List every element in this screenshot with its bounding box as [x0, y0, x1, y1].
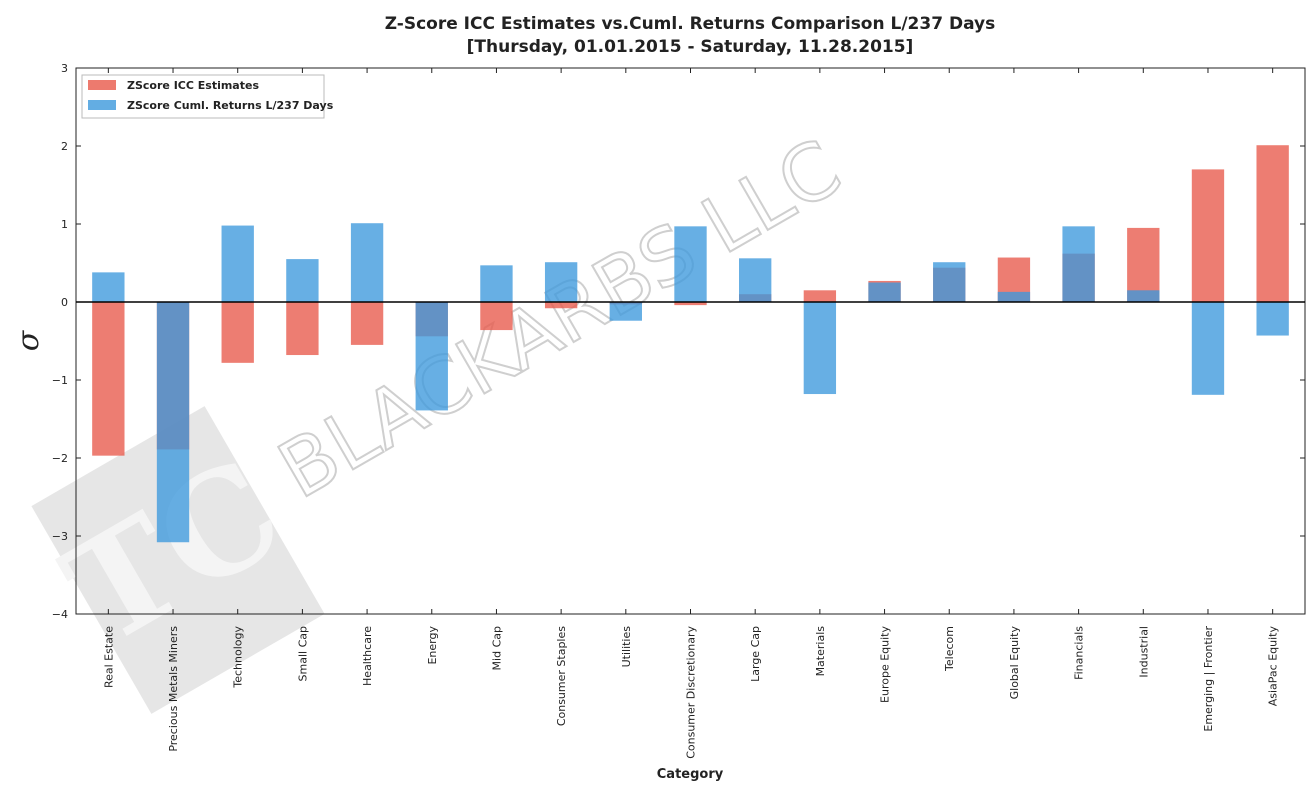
bar-icc-18: [1191, 169, 1225, 302]
y-tick-label: −1: [52, 374, 68, 387]
legend-label-icc: ZScore ICC Estimates: [127, 79, 259, 92]
bar-returns-19: [1256, 302, 1289, 336]
bar-returns-9: [609, 302, 642, 321]
bar-icc-5: [350, 302, 384, 345]
legend-swatch-icc: [88, 80, 116, 90]
bars: [92, 145, 1289, 543]
bar-icc-12: [803, 290, 837, 302]
bar-returns-15: [997, 291, 1031, 302]
bar-returns-3: [221, 225, 254, 302]
x-tick-label: Materials: [814, 626, 827, 677]
bar-returns-18: [1191, 302, 1225, 395]
bar-returns-14: [933, 262, 966, 302]
y-tick-label: 2: [61, 140, 68, 153]
bar-returns-7: [480, 265, 513, 302]
bar-returns-12: [803, 302, 837, 395]
bar-icc-4: [286, 302, 319, 356]
y-tick-label: −4: [52, 608, 68, 621]
x-tick-label: Technology: [232, 626, 245, 689]
y-tick-label: 3: [61, 62, 68, 75]
bar-returns-5: [350, 223, 384, 302]
bar-returns-10: [674, 226, 707, 302]
x-tick-label: Emerging | Frontier: [1202, 626, 1215, 732]
x-tick-label: Energy: [426, 626, 439, 665]
chart-subtitle: [Thursday, 01.01.2015 - Saturday, 11.28.…: [467, 37, 914, 57]
legend: ZScore ICC Estimates ZScore Cuml. Return…: [81, 74, 334, 119]
x-tick-label: Global Equity: [1008, 626, 1021, 700]
y-tick-label: −3: [52, 530, 68, 543]
x-tick-label: Utilities: [620, 626, 633, 668]
y-tick-label: 0: [61, 296, 68, 309]
bar-returns-17: [1127, 290, 1160, 302]
x-tick-label: AsiaPac Equity: [1267, 626, 1280, 707]
x-axis-label: Category: [657, 767, 724, 782]
watermark: TC BLACKARBS LLC: [31, 122, 856, 714]
x-tick-label: Healthcare: [361, 626, 374, 686]
x-tick-label: Telecom: [943, 626, 956, 672]
x-tick-label: Large Cap: [749, 626, 762, 682]
bar-returns-13: [868, 282, 901, 302]
x-tick-label: Industrial: [1137, 626, 1150, 678]
x-tick-label: Precious Metals Miners: [167, 626, 180, 752]
watermark-logo: [31, 406, 325, 714]
legend-swatch-returns: [88, 100, 116, 110]
bar-icc-10: [674, 302, 707, 306]
x-axis: Real Estate Precious Metals Miners Technol…: [102, 68, 1280, 759]
bar-returns-16: [1062, 226, 1095, 302]
x-tick-label: Consumer Staples: [555, 626, 568, 726]
bar-icc-19: [1256, 145, 1289, 302]
y-tick-label: 1: [61, 218, 68, 231]
bar-returns-11: [739, 258, 772, 302]
bar-icc-7: [480, 302, 513, 331]
x-tick-label: Small Cap: [296, 626, 309, 681]
x-tick-label: Europe Equity: [879, 626, 892, 703]
legend-label-returns: ZScore Cuml. Returns L/237 Days: [127, 99, 334, 112]
plot-frame: [75, 67, 1306, 615]
bar-returns-1: [92, 272, 125, 302]
bar-icc-3: [221, 302, 254, 363]
bar-returns-8: [544, 262, 578, 302]
bar-icc-8: [544, 302, 578, 309]
bar-returns-6: [415, 302, 448, 411]
x-tick-label: Real Estate: [102, 626, 115, 688]
x-tick-label: Financials: [1073, 626, 1086, 680]
bar-icc-17: [1127, 227, 1160, 302]
bar-returns-2: [156, 302, 190, 543]
bar-returns-4: [286, 259, 319, 302]
bar-icc-1: [92, 302, 125, 456]
x-tick-label: Consumer Discretionary: [685, 626, 698, 759]
y-tick-label: −2: [52, 452, 68, 465]
legend-box: [81, 74, 325, 119]
chart-title: Z-Score ICC Estimates vs.Cuml. Returns C…: [385, 14, 995, 34]
x-tick-label: Mid Cap: [490, 626, 503, 670]
y-axis-label: σ: [11, 329, 46, 351]
